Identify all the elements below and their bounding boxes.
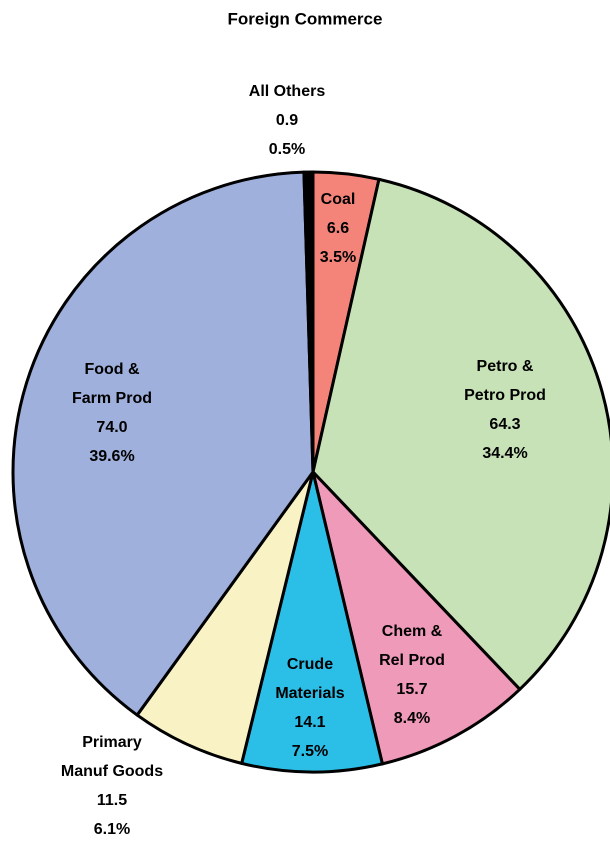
percent-label: 6.1% — [94, 821, 130, 838]
slice-label: Crude — [287, 656, 333, 673]
percent-label: 7.5% — [292, 743, 328, 760]
slice-label: Food & — [84, 361, 140, 378]
value-label: 6.6 — [327, 220, 349, 237]
slice-label: Petro Prod — [464, 387, 546, 404]
percent-label: 39.6% — [89, 448, 134, 465]
value-label: 74.0 — [96, 419, 127, 436]
pie-slice — [311, 470, 522, 766]
slice-label: Petro & — [477, 358, 534, 375]
pie-slice — [311, 177, 610, 691]
slice-label: Coal — [321, 191, 356, 208]
slice-label: Rel Prod — [379, 652, 445, 669]
slice-label: Farm Prod — [72, 390, 152, 407]
pie-slice — [135, 470, 315, 765]
percent-label: 3.5% — [320, 249, 356, 266]
value-label: 14.1 — [294, 714, 325, 731]
pie-slice — [11, 170, 315, 717]
slice-label: Primary — [82, 734, 142, 751]
pie-slice — [302, 170, 315, 474]
percent-label: 8.4% — [394, 710, 430, 727]
slice-label: Materials — [275, 685, 344, 702]
percent-label: 0.5% — [269, 141, 305, 158]
value-label: 0.9 — [276, 112, 298, 129]
percent-label: 34.4% — [482, 445, 527, 462]
value-label: 11.5 — [97, 792, 127, 809]
value-label: 64.3 — [489, 416, 520, 433]
value-label: 15.7 — [396, 681, 427, 698]
slice-label: Chem & — [382, 623, 443, 640]
slice-label: Manuf Goods — [61, 763, 163, 780]
chart-title: Foreign Commerce — [228, 9, 383, 28]
slice-label: All Others — [249, 83, 326, 100]
pie-slice — [240, 470, 384, 774]
